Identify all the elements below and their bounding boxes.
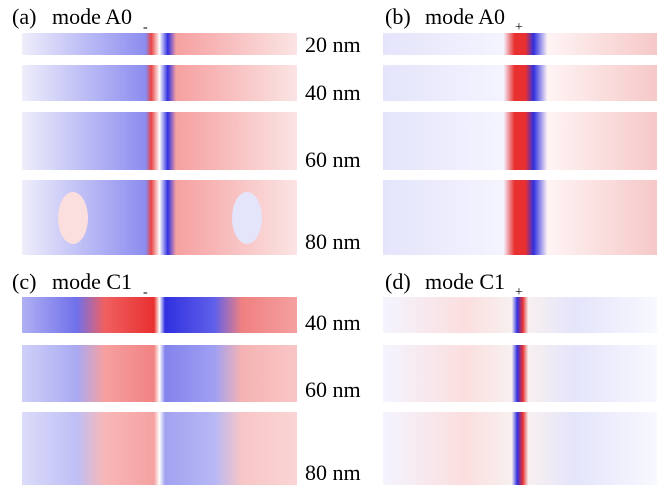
field-map	[22, 345, 297, 402]
field-map	[383, 412, 657, 485]
panel-label: (a)	[12, 4, 36, 29]
field-map	[383, 112, 657, 170]
field-lobe	[232, 192, 262, 244]
field-map	[22, 112, 297, 170]
field-maps	[22, 297, 657, 485]
panel-title: (b) mode A0 +	[385, 4, 523, 35]
mode-subscript: +	[515, 285, 523, 300]
field-map	[22, 297, 297, 333]
panel-title: (d) mode C1 +	[385, 269, 523, 300]
mode-name: mode C1	[52, 269, 132, 294]
field-map	[383, 345, 657, 402]
field-map	[383, 297, 657, 333]
mode-name: mode A0	[52, 4, 132, 29]
field-map	[383, 65, 657, 101]
thickness-label: 40 nm	[305, 80, 361, 105]
thickness-label: 60 nm	[305, 377, 361, 402]
thickness-label: 60 nm	[305, 147, 361, 172]
panel-label: (d)	[385, 269, 411, 294]
field-map	[22, 65, 297, 101]
thickness-label: 20 nm	[305, 32, 361, 57]
field-maps	[22, 33, 657, 255]
field-map	[22, 412, 297, 485]
thickness-label: 80 nm	[305, 460, 361, 485]
panel-title: (a) mode A0 -	[12, 4, 148, 35]
field-map	[383, 180, 657, 255]
mode-name: mode A0	[425, 4, 505, 29]
mode-subscript: +	[515, 20, 523, 35]
mode-subscript: -	[143, 20, 148, 35]
panel-title: (c) mode C1 -	[12, 269, 148, 300]
mode-name: mode C1	[425, 269, 505, 294]
field-map	[383, 33, 657, 55]
mode-subscript: -	[143, 285, 148, 300]
thickness-label: 80 nm	[305, 229, 361, 254]
field-map	[22, 33, 297, 55]
panel-label: (c)	[12, 269, 36, 294]
panel-label: (b)	[385, 4, 411, 29]
field-lobe	[58, 192, 88, 244]
thickness-label: 40 nm	[305, 310, 361, 335]
